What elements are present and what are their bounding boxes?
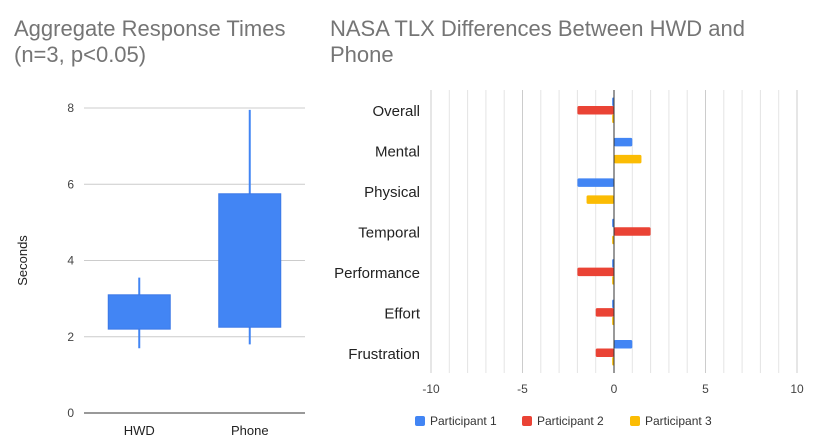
category-label: Frustration [348,346,420,363]
y-tick-label: 4 [67,254,74,268]
x-tick-label: 0 [611,382,618,396]
y-tick-label: 2 [67,330,74,344]
bar-participant-1 [614,340,633,349]
category-label: Temporal [358,225,420,242]
legend-swatch [415,416,425,426]
x-tick-label: -10 [422,382,440,396]
x-tick-label: -5 [517,382,528,396]
legend-label-participant-3: Participant 3 [645,414,712,428]
category-label: Performance [334,265,420,282]
bar-participant-1 [577,178,614,187]
x-tick-label: 5 [702,382,709,396]
bar-participant-2 [577,267,614,277]
y-tick-label: 6 [67,177,74,191]
bar-participant-2 [577,105,614,115]
box-phone [218,193,282,328]
y-axis-label: Seconds [15,235,30,286]
legend-swatch [630,416,640,426]
chart-title-tlx: NASA TLX Differences Between HWD and Pho… [330,16,745,67]
box-hwd [107,294,171,330]
x-tick-label: HWD [124,423,155,438]
bar-participant-3 [586,195,614,204]
category-label: Overall [372,103,420,120]
category-label: Mental [375,144,420,161]
category-label: Physical [364,184,420,201]
legend-swatch [522,416,532,426]
legend-label-participant-2: Participant 2 [537,414,604,428]
bar-participant-2 [595,348,614,358]
y-tick-label: 8 [67,101,74,115]
y-tick-label: 0 [67,406,74,420]
legend-label-participant-1: Participant 1 [430,414,497,428]
chart-title-response-times: Aggregate Response Times (n=3, p<0.05) [14,16,286,67]
bar-participant-2 [595,308,614,317]
x-tick-label: 10 [790,382,804,396]
bar-participant-1 [614,137,633,147]
bar-participant-2 [614,227,651,236]
category-label: Effort [384,305,420,322]
bar-participant-3 [614,154,642,164]
x-tick-label: Phone [231,423,269,438]
